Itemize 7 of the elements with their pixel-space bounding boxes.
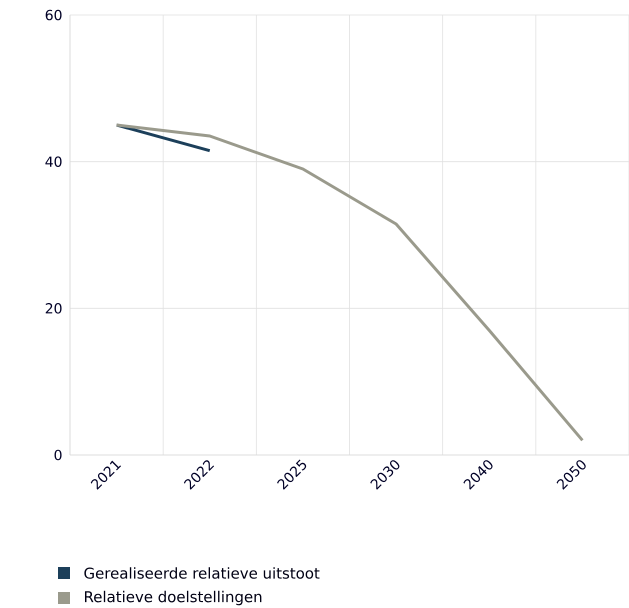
y-tick-label: 0 <box>54 450 62 460</box>
y-tick-label: 40 <box>45 156 62 167</box>
line-series <box>115 124 584 442</box>
y-tick-label: 60 <box>46 10 62 20</box>
legend-label: Gerealiseerde relatieve uitstoot <box>84 567 320 579</box>
legend-label: Relatieve doelstellingen <box>84 590 262 606</box>
y-tick-label: 20 <box>46 303 62 314</box>
